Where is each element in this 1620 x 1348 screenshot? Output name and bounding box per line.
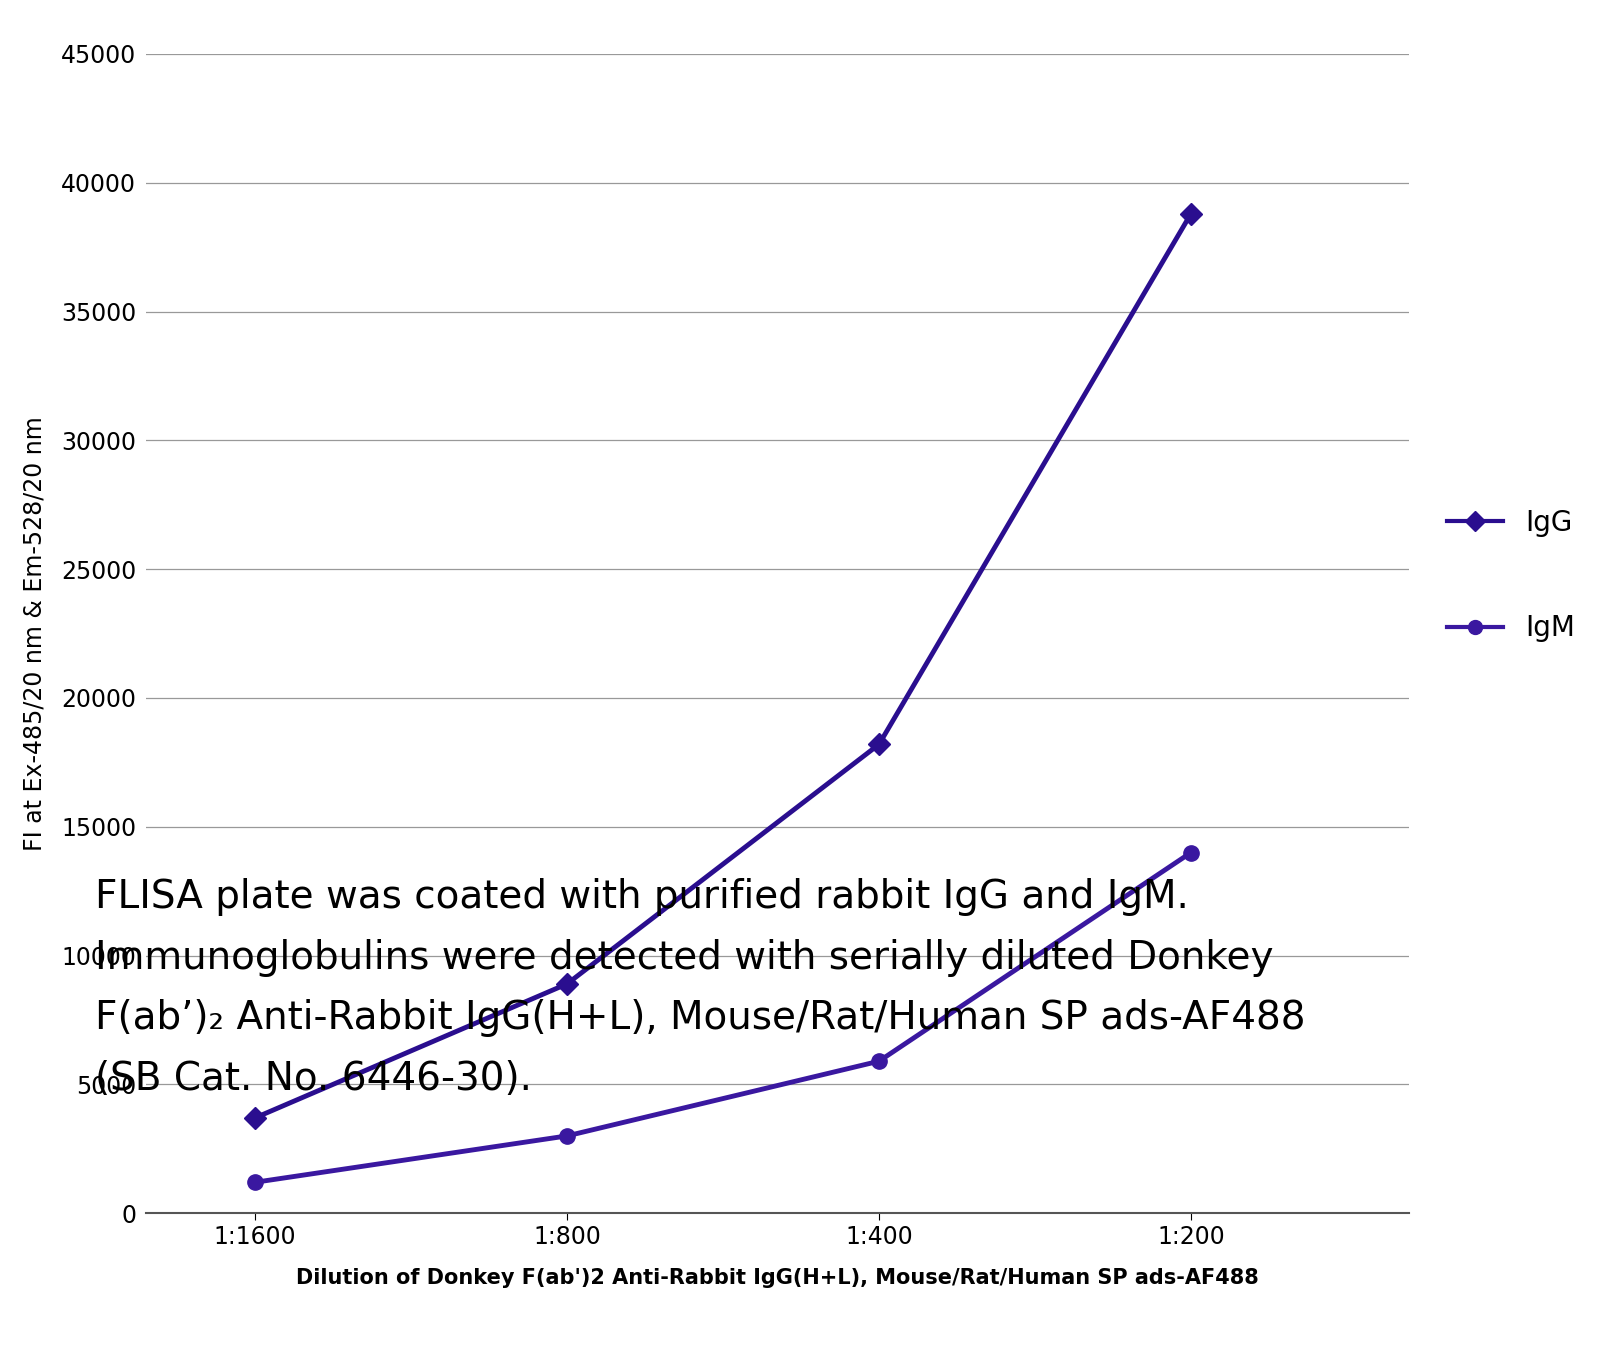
Text: FLISA plate was coated with purified rabbit IgG and IgM.
Immunoglobulins were de: FLISA plate was coated with purified rab… — [94, 879, 1306, 1099]
Legend: IgG, IgM: IgG, IgM — [1435, 497, 1586, 654]
Y-axis label: FI at Ex-485/20 nm & Em-528/20 nm: FI at Ex-485/20 nm & Em-528/20 nm — [23, 417, 47, 851]
X-axis label: Dilution of Donkey F(ab')2 Anti-Rabbit IgG(H+L), Mouse/Rat/Human SP ads-AF488: Dilution of Donkey F(ab')2 Anti-Rabbit I… — [296, 1268, 1259, 1289]
